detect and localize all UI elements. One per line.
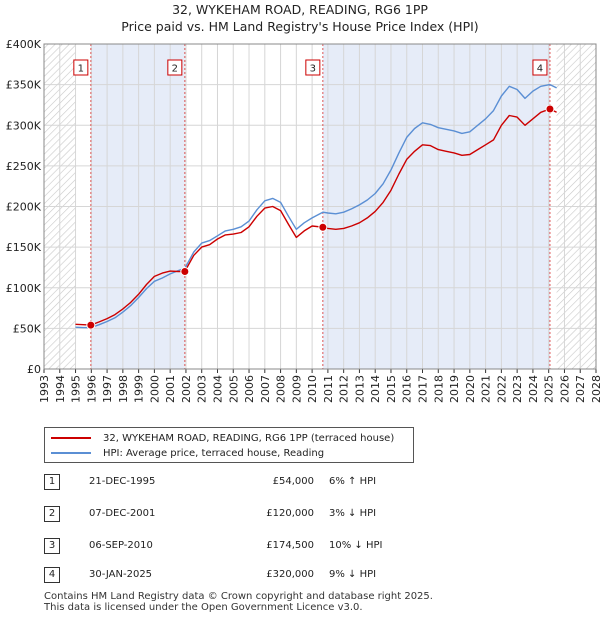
x-tick-label: 1996 [85, 375, 98, 403]
footer-copyright: Contains HM Land Registry data © Crown c… [44, 591, 433, 602]
legend-label-hpi: HPI: Average price, terraced house, Read… [103, 447, 325, 459]
x-tick-label: 2022 [495, 375, 508, 403]
legend-item-price-paid: 32, WYKEHAM ROAD, READING, RG6 1PP (terr… [51, 431, 394, 445]
x-tick-label: 2007 [259, 375, 272, 403]
y-tick-label: £300K [6, 119, 42, 132]
sale-date: 21-DEC-1995 [89, 476, 156, 487]
x-tick-label: 2027 [574, 375, 587, 403]
x-tick-label: 2018 [432, 375, 445, 403]
y-tick-label: £50K [13, 322, 42, 335]
sale-label-number: 4 [537, 64, 543, 75]
sale-hpi-diff: 9% ↓ HPI [329, 569, 377, 580]
y-tick-label: £100K [6, 282, 42, 295]
x-tick-label: 2023 [511, 375, 524, 403]
x-tick-label: 2024 [527, 375, 540, 403]
sale-label-number: 1 [78, 64, 84, 75]
sale-label-box [532, 59, 548, 76]
sale-hpi-diff: 10% ↓ HPI [329, 540, 383, 551]
y-tick-label: £200K [6, 201, 42, 214]
x-tick-label: 2003 [196, 375, 209, 403]
footer-licence: This data is licensed under the Open Gov… [44, 602, 363, 613]
x-tick-label: 1998 [117, 375, 130, 403]
sale-label-box [73, 59, 89, 76]
sale-number-badge: 1 [44, 474, 60, 490]
price-paid-line [75, 108, 557, 326]
sale-label-box [167, 59, 183, 76]
x-tick-label: 2010 [306, 375, 319, 403]
x-tick-label: 2021 [480, 375, 493, 403]
chart-subtitle: Price paid vs. HM Land Registry's House … [121, 19, 479, 34]
x-tick-label: 2025 [543, 375, 556, 403]
y-tick-label: £250K [6, 160, 42, 173]
sale-point [180, 267, 190, 276]
y-tick-label: £150K [6, 241, 42, 254]
x-tick-label: 2011 [322, 375, 335, 403]
plot-frame [43, 43, 597, 370]
y-tick-label: £0 [27, 363, 41, 376]
legend-swatch-hpi [51, 452, 91, 454]
sale-point [545, 104, 555, 114]
sale-point [86, 320, 96, 330]
x-tick-label: 2028 [590, 375, 600, 403]
sale-price: £174,500 [266, 540, 314, 551]
x-tick-label: 2006 [243, 375, 256, 403]
legend-item-hpi: HPI: Average price, terraced house, Read… [51, 446, 324, 460]
sale-date: 30-JAN-2025 [89, 569, 153, 580]
x-tick-label: 2000 [148, 375, 161, 403]
sale-hpi-diff: 3% ↓ HPI [329, 508, 377, 519]
sale-date: 06-SEP-2010 [89, 540, 153, 551]
x-tick-label: 1997 [101, 375, 114, 403]
sale-label-number: 3 [310, 64, 316, 75]
x-tick-label: 1993 [38, 375, 51, 403]
legend-label-price-paid: 32, WYKEHAM ROAD, READING, RG6 1PP (terr… [103, 432, 395, 444]
x-tick-label: 2015 [385, 375, 398, 403]
sale-number-badge: 2 [44, 506, 60, 522]
x-tick-label: 1995 [70, 375, 83, 403]
x-tick-label: 2005 [227, 375, 240, 403]
chart-legend: 32, WYKEHAM ROAD, READING, RG6 1PP (terr… [44, 427, 414, 463]
y-tick-label: £400K [6, 38, 42, 51]
x-tick-label: 2017 [417, 375, 430, 403]
sale-price: £120,000 [266, 508, 314, 519]
chart-title: 32, WYKEHAM ROAD, READING, RG6 1PP [172, 2, 428, 17]
sale-date: 07-DEC-2001 [89, 508, 156, 519]
x-tick-label: 2013 [353, 375, 366, 403]
x-tick-label: 2012 [338, 375, 351, 403]
x-tick-label: 2002 [180, 375, 193, 403]
sale-label-number: 2 [172, 64, 178, 75]
x-tick-label: 2026 [558, 375, 571, 403]
sale-hpi-diff: 6% ↑ HPI [329, 476, 377, 487]
legend-swatch-price-paid [51, 437, 91, 439]
x-tick-label: 1994 [54, 375, 67, 403]
x-tick-label: 2009 [290, 375, 303, 403]
hpi-line [75, 83, 557, 329]
sale-number-badge: 4 [44, 567, 60, 583]
x-tick-label: 2014 [369, 375, 382, 403]
price-chart: 1993 1994 1995 1996 1997 1998 1999 2000 2001 2002… [6, 38, 600, 403]
sale-price: £320,000 [266, 569, 314, 580]
x-tick-label: 2008 [275, 375, 288, 403]
sale-label-box [305, 59, 321, 76]
y-tick-label: £350K [6, 79, 42, 92]
x-tick-label: 2004 [211, 375, 224, 403]
x-tick-label: 2020 [464, 375, 477, 403]
sale-number-badge: 3 [44, 538, 60, 554]
sale-point [318, 222, 328, 232]
x-tick-label: 1999 [133, 375, 146, 403]
sale-price: £54,000 [272, 476, 314, 487]
x-tick-label: 2001 [164, 375, 177, 403]
x-tick-label: 2016 [401, 375, 414, 403]
x-tick-label: 2019 [448, 375, 461, 403]
